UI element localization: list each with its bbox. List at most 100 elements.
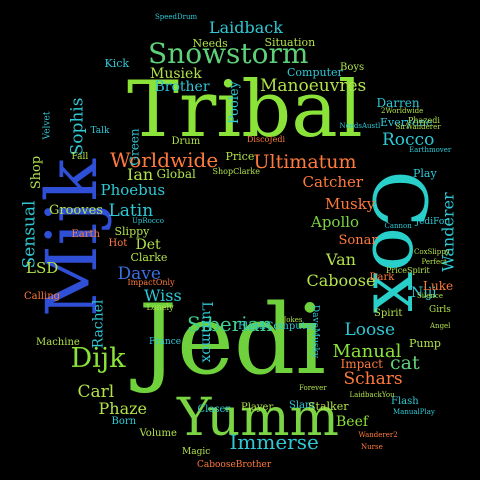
word-worldwide: Worldwide xyxy=(110,148,219,172)
word-shop: Shop xyxy=(28,155,44,189)
word-pricespirit: PriceSpirit xyxy=(386,266,430,275)
word-sensual: Sensual xyxy=(19,200,40,268)
word-spirit: Spirit xyxy=(374,308,403,319)
word-discojedi: DiscoJedi xyxy=(247,135,285,144)
word-luke: Luke xyxy=(423,279,454,293)
word-laidbackyou: LaidbackYou xyxy=(349,390,395,399)
word-clarke: Clarke xyxy=(130,250,168,264)
word-schars: Schars xyxy=(343,368,403,389)
word-slippy: Slippy xyxy=(114,224,150,238)
word-dijk: Dijk xyxy=(70,342,126,374)
word-pump: Pump xyxy=(409,336,441,350)
word-play: Play xyxy=(413,166,437,180)
word-dave: Dave xyxy=(117,263,161,284)
word-phaze: Phaze xyxy=(98,399,148,418)
word-2worldwide: 2Worldwide xyxy=(381,106,424,115)
word-volume: Volume xyxy=(139,428,177,439)
word-situation: Situation xyxy=(264,35,316,49)
word-niji: Niji xyxy=(411,285,437,301)
word-velvet: Velvet xyxy=(42,111,53,139)
word-calling: Calling xyxy=(24,291,61,302)
word-jedifor: JediFor xyxy=(415,216,449,227)
word-boys: Boys xyxy=(340,62,365,73)
word-ultimatum: Ultimatum xyxy=(253,150,357,173)
word-musky: Musky xyxy=(325,194,376,213)
word-born: Born xyxy=(111,416,137,427)
word-jokes: Jokes xyxy=(283,315,303,324)
word-siberian: Siberian xyxy=(187,312,273,336)
word-lummox: Lummox xyxy=(198,301,215,363)
word-tribal: Tribal xyxy=(127,65,363,155)
word-uprocco: UpRocco xyxy=(132,216,164,225)
word-phazedi: Phazedi xyxy=(408,116,440,125)
word-impactonly: ImpactOnly xyxy=(127,278,175,287)
word-machine: Machine xyxy=(36,337,80,348)
word-snowstorm: Snowstorm xyxy=(148,37,309,70)
word-needsaustl: NeedsAustl xyxy=(339,121,381,130)
word-flash: Flash xyxy=(391,396,419,407)
word-slam: Slam xyxy=(289,400,315,411)
word-price: Price xyxy=(225,149,255,163)
word-phoebus: Phoebus xyxy=(100,180,166,199)
word-yumm: Yumm xyxy=(177,388,339,448)
word-carl: Carl xyxy=(77,381,115,402)
word-det: Det xyxy=(135,237,161,253)
word-silence: Silence xyxy=(417,291,443,300)
word-musiek: Musiek xyxy=(150,66,202,82)
word-manual: Manual xyxy=(332,341,402,362)
word-van: Van xyxy=(326,250,356,269)
word-cannon: Cannon xyxy=(384,221,412,230)
word-drum: Drum xyxy=(171,136,201,147)
word-sonar: Sonar xyxy=(338,232,378,248)
word-hot: Hot xyxy=(108,238,128,249)
word-kick: Kick xyxy=(104,56,130,70)
word-needs: Needs xyxy=(192,36,228,50)
word-talk: Talk xyxy=(90,125,110,136)
word-perfect: Perfect xyxy=(421,257,447,266)
word-catcher: Catcher xyxy=(302,172,364,191)
word-loose: Loose xyxy=(344,319,396,340)
word-cat: cat xyxy=(390,351,420,374)
word-magic: Magic xyxy=(182,446,211,457)
word-angel: Angel xyxy=(430,321,451,330)
word-flashcomputer: FlashComputer xyxy=(238,321,317,332)
word-manualplay: ManualPlay xyxy=(393,407,435,416)
word-laidback: Laidback xyxy=(209,18,283,37)
word-sirwanderer: SirWanderer xyxy=(395,122,441,131)
word-forever: Forever xyxy=(299,383,327,392)
word-player: Player xyxy=(241,402,274,413)
word-caboosebrother: CabooseBrother xyxy=(197,459,272,470)
word-brother: Brother xyxy=(154,79,210,95)
word-fall: Fall xyxy=(71,151,89,162)
word-pooley: Pooley xyxy=(226,80,242,124)
word-latin: Latin xyxy=(108,200,154,221)
word-everyone: Everyone xyxy=(380,115,433,129)
word-dark: Dark xyxy=(369,272,395,283)
word-rachel: Rachel xyxy=(89,299,106,349)
word-nurse: Nurse xyxy=(361,442,383,451)
word-green: Green xyxy=(127,128,142,166)
word-earth: Earth xyxy=(71,229,101,240)
word-computer: Computer xyxy=(287,65,343,79)
word-jedi: Jedi xyxy=(138,284,326,396)
word-sophis: Sophis xyxy=(67,97,88,155)
word-coxslippy: CoxSlippy xyxy=(414,247,450,256)
word-beef: Beef xyxy=(336,414,369,430)
word-lsd: LSD xyxy=(26,258,59,277)
word-wanderer2: Wanderer2 xyxy=(358,430,398,439)
word-caboose: Caboose xyxy=(306,271,376,290)
word-france: France xyxy=(149,336,182,347)
word-lonely: Lonely xyxy=(146,303,174,312)
word-grooves: Grooves xyxy=(49,202,103,218)
word-stalker: Stalker xyxy=(308,399,349,413)
word-shopclarke: ShopClarke xyxy=(212,167,260,176)
word-darren: Darren xyxy=(376,96,420,110)
word-wiss: Wiss xyxy=(144,286,182,305)
word-speeddrum: SpeedDrum xyxy=(155,12,198,21)
word-apollo: Apollo xyxy=(311,212,360,231)
word-davemusky: DaveMusky xyxy=(309,304,320,358)
word-closer: Closer xyxy=(197,404,231,415)
word-impact: Impact xyxy=(340,357,384,371)
word-earthmover: Earthmover xyxy=(409,145,452,154)
